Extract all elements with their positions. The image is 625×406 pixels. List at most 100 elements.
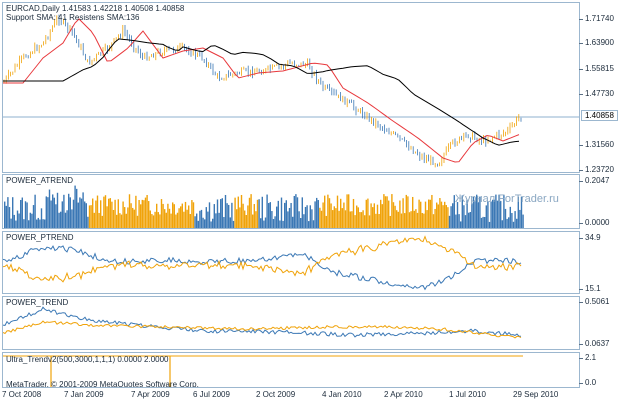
histogram-bar (15, 220, 17, 228)
histogram-bar (384, 196, 387, 228)
histogram-bar (380, 199, 382, 228)
histogram-bar (444, 201, 446, 228)
histogram-bar (37, 217, 39, 228)
histogram-bar (160, 199, 163, 228)
histogram-bar (317, 200, 319, 228)
histogram-bar (396, 210, 398, 228)
time-tick: 7 Jan 2009 (64, 390, 104, 399)
histogram-bar (189, 214, 191, 228)
histogram-bar (496, 200, 499, 228)
histogram-bar (472, 196, 475, 228)
histogram-bar (45, 196, 47, 228)
histogram-bar (191, 200, 193, 228)
histogram-bar (21, 197, 23, 228)
time-tick: 2 Apr 2010 (384, 390, 423, 399)
current-price-tag: 1.40858 (581, 110, 618, 121)
histogram-bar (149, 210, 151, 228)
histogram-bar (165, 212, 167, 228)
histogram-bar (375, 213, 377, 228)
histogram-bar (98, 212, 100, 228)
ptrend-line-orange (3, 235, 522, 283)
histogram-bar (420, 201, 422, 228)
histogram-bar (332, 210, 334, 228)
histogram-bar (498, 194, 500, 228)
ptrend-tick: 15.1 (579, 284, 601, 293)
atrend-pane[interactable]: POWER_ATREND Журнал ForTrader.ru (2, 174, 580, 229)
histogram-bar (268, 203, 270, 228)
histogram-bar (24, 201, 27, 228)
histogram-bar (463, 205, 465, 228)
histogram-bar (186, 209, 188, 228)
histogram-bar (162, 203, 164, 228)
histogram-bar (136, 215, 139, 228)
price-tick: 1.63900 (579, 38, 614, 47)
price-chart-pane[interactable]: EURCAD,Daily 1.41583 1.42218 1.40508 1.4… (2, 2, 580, 173)
histogram-bar (296, 197, 299, 228)
histogram-bar (138, 200, 140, 228)
histogram-bar (436, 202, 438, 228)
histogram-bar (252, 214, 254, 228)
histogram-bar (106, 206, 108, 228)
histogram-bar (301, 197, 303, 228)
histogram-bar (109, 198, 111, 228)
histogram-bar (26, 202, 28, 228)
histogram-bar (266, 194, 268, 228)
histogram-bar (378, 213, 380, 228)
histogram-bar (53, 197, 55, 228)
histogram-bar (373, 203, 375, 228)
trend-line-blue (3, 306, 522, 338)
time-tick: 1 Jul 2010 (449, 390, 486, 399)
histogram-bar (325, 215, 327, 228)
histogram-bar (482, 216, 484, 228)
atrend-histogram (4, 185, 524, 228)
atrend-label: POWER_ATREND (6, 176, 73, 185)
trend-lines (3, 306, 522, 339)
histogram-bar (311, 209, 313, 228)
histogram-bar (503, 195, 505, 228)
sma-settings-label: Support SMA: 41 Resistens SMA:136 (6, 13, 140, 22)
ultra-trend-pane[interactable]: Ultra_Trendv2(500,3000,1,1,1) 0.0000 2.0… (2, 352, 580, 388)
histogram-bar (392, 202, 395, 228)
histogram-bar (509, 206, 511, 228)
histogram-bar (178, 208, 180, 228)
histogram-bar (84, 201, 86, 228)
histogram-bar (501, 220, 503, 228)
histogram-bar (256, 199, 259, 228)
time-tick: 29 Sep 2010 (513, 390, 559, 399)
histogram-bar (133, 209, 135, 228)
histogram-bar (151, 214, 153, 228)
histogram-bar (164, 209, 166, 228)
histogram-bar (232, 220, 235, 228)
histogram-bar (74, 185, 76, 228)
histogram-bar (218, 212, 220, 228)
histogram-bar (95, 200, 97, 228)
ptrend-line-blue (3, 245, 522, 291)
histogram-bar (308, 221, 310, 228)
histogram-bar (32, 205, 35, 228)
histogram-bar (288, 207, 291, 228)
ultra-trend-indicator (3, 355, 523, 387)
histogram-bar (274, 216, 276, 228)
histogram-bar (333, 206, 335, 228)
histogram-bar (141, 199, 143, 228)
histogram-bar (168, 208, 171, 228)
histogram-bar (245, 215, 247, 228)
histogram-bar (354, 215, 356, 228)
ptrend-pane[interactable]: POWER_PTREND (2, 231, 580, 294)
time-tick: 7 Apr 2009 (131, 390, 170, 399)
histogram-bar (237, 196, 239, 228)
price-axis: 1.71740 1.63900 1.55815 1.47730 1.31560 … (579, 2, 624, 174)
histogram-bar (456, 202, 459, 228)
histogram-bar (386, 196, 388, 228)
histogram-bar (239, 207, 241, 228)
histogram-bar (48, 189, 51, 228)
histogram-bar (181, 203, 183, 228)
ptrend-label: POWER_PTREND (6, 233, 74, 242)
histogram-bar (488, 221, 491, 228)
histogram-bar (490, 201, 492, 228)
histogram-bar (60, 211, 62, 228)
trend-pane[interactable]: POWER_TREND (2, 296, 580, 350)
histogram-bar (55, 204, 57, 228)
histogram-bar (224, 194, 227, 228)
histogram-bar (474, 200, 476, 228)
